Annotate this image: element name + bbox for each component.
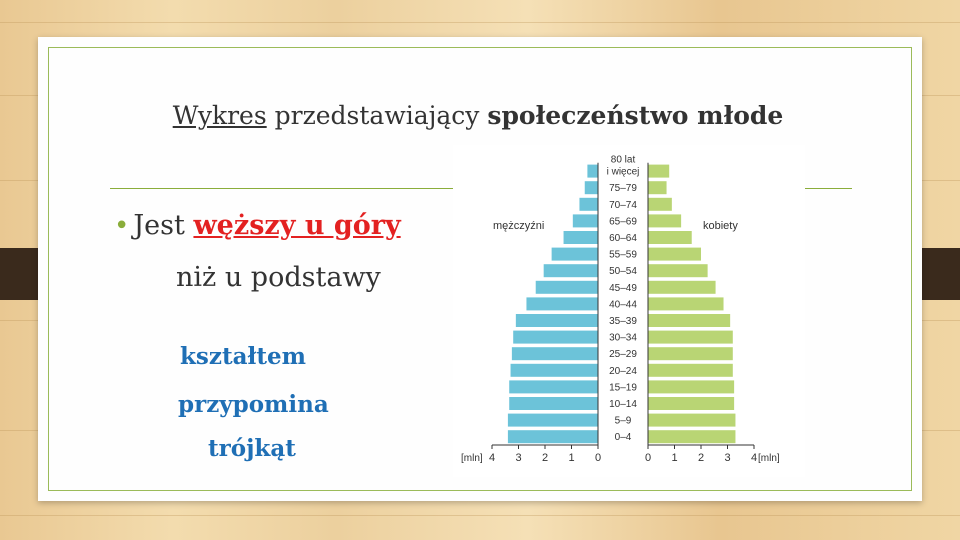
- male-bar: [513, 330, 598, 344]
- male-bar: [551, 247, 598, 261]
- age-label: 75–79: [609, 183, 637, 194]
- age-label: 40–44: [609, 299, 637, 310]
- female-bar: [648, 380, 735, 394]
- shape-line-2: przypomina: [178, 391, 329, 418]
- bullet-line: • Jest węższy u góry: [114, 210, 401, 241]
- female-bar: [648, 347, 733, 361]
- age-label: 5–9: [615, 416, 632, 427]
- legend-female: kobiety: [703, 220, 738, 232]
- male-bar: [511, 347, 598, 361]
- male-bar: [515, 314, 598, 327]
- x-tick-label-right: 0: [645, 452, 651, 464]
- female-bar: [648, 413, 736, 427]
- female-bar: [648, 214, 682, 228]
- x-tick-label-right: 2: [698, 452, 704, 464]
- title-prefix: Wykres: [172, 101, 267, 130]
- legend-male: mężczyźni: [493, 220, 544, 232]
- age-label: 45–49: [609, 283, 637, 294]
- age-label: 20–24: [609, 366, 637, 377]
- female-bar: [648, 297, 724, 311]
- x-tick-label-right: 4: [751, 452, 757, 464]
- female-bar: [648, 264, 708, 278]
- female-bar: [648, 363, 733, 377]
- age-label: 30–34: [609, 333, 637, 344]
- population-pyramid-chart: 0–4 5–9 10–14 15–19 20–24 25–29 30–34 35–39 40–4…: [453, 145, 805, 477]
- male-bar: [507, 430, 598, 444]
- shape-line-1: kształtem: [180, 343, 306, 370]
- x-tick-label-left: 0: [595, 452, 601, 464]
- female-bar: [648, 197, 672, 211]
- x-tick-label-right: 1: [671, 452, 677, 464]
- slide-title: Wykres przedstawiający społeczeństwo mło…: [118, 101, 838, 130]
- age-label: 35–39: [609, 316, 637, 327]
- x-unit-label-right: [mln]: [758, 453, 780, 464]
- male-bar: [584, 181, 598, 195]
- slide: Wykres przedstawiający społeczeństwo mło…: [38, 37, 922, 501]
- age-label: 60–64: [609, 233, 637, 244]
- male-bar: [507, 413, 598, 427]
- male-bar: [535, 280, 598, 294]
- x-tick-label-right: 3: [724, 452, 730, 464]
- title-middle: przedstawiający: [266, 101, 488, 130]
- age-label: 70–74: [609, 200, 637, 211]
- male-bar: [510, 363, 598, 377]
- female-bar: [648, 397, 735, 410]
- female-bar: [648, 164, 670, 178]
- title-bold: społeczeństwo młode: [487, 101, 784, 130]
- male-bar: [563, 231, 598, 244]
- male-bar: [543, 264, 598, 278]
- male-bar: [509, 397, 598, 410]
- bullet-dot-icon: •: [114, 211, 130, 241]
- age-label: i więcej: [607, 167, 640, 178]
- male-bar: [509, 380, 598, 394]
- slide-frame: [48, 47, 912, 491]
- age-label: 80 lat: [611, 155, 636, 166]
- shape-line-3: trójkąt: [208, 435, 296, 462]
- pyramid-svg: 0–4 5–9 10–14 15–19 20–24 25–29 30–34 35–39 40–4…: [461, 155, 780, 464]
- male-bar: [579, 197, 598, 211]
- age-label: 15–19: [609, 382, 637, 393]
- female-bar: [648, 231, 692, 244]
- male-bar: [526, 297, 598, 311]
- age-label: 55–59: [609, 250, 637, 261]
- age-label: 10–14: [609, 399, 637, 410]
- male-bar: [587, 164, 598, 178]
- x-tick-label-left: 3: [515, 452, 521, 464]
- female-bar: [648, 314, 731, 327]
- female-bar: [648, 181, 667, 195]
- female-bar: [648, 430, 736, 444]
- age-label: 65–69: [609, 216, 637, 227]
- bullet-line-2: niż u podstawy: [176, 262, 381, 293]
- male-bar: [572, 214, 598, 228]
- age-label: 25–29: [609, 349, 637, 360]
- bullet-highlight: węższy u góry: [193, 210, 401, 241]
- female-bar: [648, 247, 701, 261]
- age-label: 0–4: [615, 432, 632, 443]
- female-bar: [648, 280, 716, 294]
- x-tick-label-left: 2: [542, 452, 548, 464]
- x-tick-label-left: 1: [568, 452, 574, 464]
- bullet-text: Jest: [133, 210, 194, 241]
- female-bar: [648, 330, 733, 344]
- x-unit-label-left: [mln]: [461, 453, 483, 464]
- x-tick-label-left: 4: [489, 452, 495, 464]
- age-label: 50–54: [609, 266, 637, 277]
